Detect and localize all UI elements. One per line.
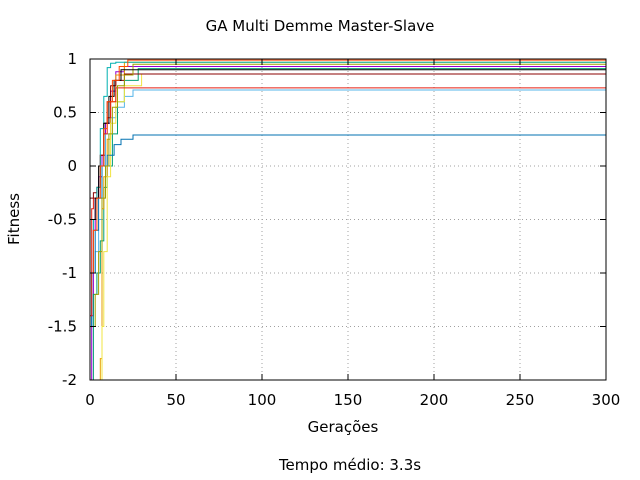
x-axis-label: Gerações <box>307 418 379 436</box>
y-tick-label: 0 <box>67 157 77 175</box>
y-tick-label: -1.5 <box>48 318 77 336</box>
x-tick-label: 50 <box>166 391 185 409</box>
y-tick-label: -0.5 <box>48 211 77 229</box>
series-line <box>90 63 606 327</box>
average-time-footer: Tempo médio: 3.3s <box>278 456 422 474</box>
y-tick-label: -1 <box>62 264 77 282</box>
series-line <box>90 73 606 381</box>
x-tick-label: 250 <box>506 391 535 409</box>
series-line <box>90 61 606 381</box>
y-axis-label: Fitness <box>5 193 23 245</box>
x-tick-label: 0 <box>85 391 95 409</box>
x-tick-label: 100 <box>248 391 277 409</box>
chart-title: GA Multi Demme Master-Slave <box>205 17 435 35</box>
x-tick-label: 200 <box>420 391 449 409</box>
y-tick-label: -2 <box>62 371 77 389</box>
y-axis-ticks: -2 -1.5 -1 -0.5 0 0.5 1 <box>48 50 606 389</box>
x-tick-label: 150 <box>334 391 363 409</box>
y-tick-label: 0.5 <box>53 104 77 122</box>
x-axis-ticks: 0 50 100 150 200 250 300 <box>85 59 620 409</box>
series-line <box>90 59 606 274</box>
grid-lines <box>90 59 606 380</box>
series-lines <box>90 59 606 381</box>
y-tick-label: 1 <box>67 50 77 68</box>
series-line <box>90 69 606 220</box>
x-tick-label: 300 <box>592 391 621 409</box>
series-line <box>90 87 606 317</box>
